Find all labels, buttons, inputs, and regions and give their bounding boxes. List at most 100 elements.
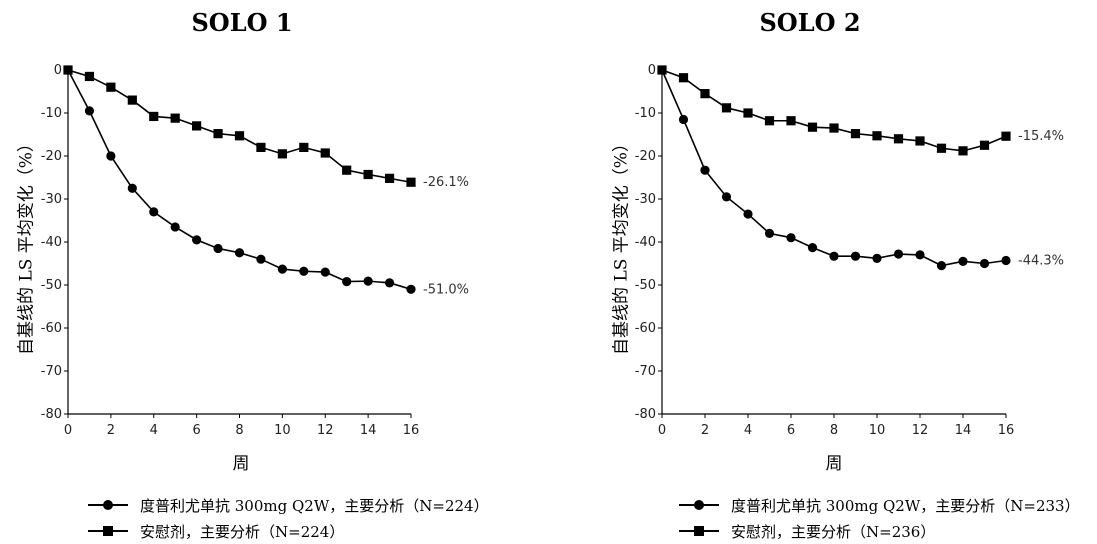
- legend-label: 安慰剂，主要分析（N=236）: [731, 522, 936, 541]
- data-point-square: [893, 134, 904, 144]
- data-point-square: [406, 177, 416, 187]
- chart-title: SOLO 1: [191, 8, 293, 37]
- x-tick-label: 2: [701, 423, 709, 438]
- data-point-circle: [84, 106, 95, 116]
- legend-label: 度普利尤单抗 300mg Q2W，主要分析（N=233）: [731, 496, 1080, 515]
- data-point-circle: [320, 267, 330, 277]
- data-point-circle: [721, 192, 732, 202]
- data-point-square: [384, 173, 395, 183]
- data-point-circle: [384, 278, 395, 288]
- legend: 度普利尤单抗 300mg Q2W，主要分析（N=224） 安慰剂，主要分析（N=…: [88, 492, 489, 544]
- data-point-square: [657, 65, 667, 75]
- x-tick-label: 6: [192, 423, 200, 438]
- square-marker-icon: [88, 526, 128, 536]
- data-point-circle: [1001, 255, 1011, 266]
- circle-marker-icon: [88, 500, 128, 510]
- y-tick-label: -30: [41, 192, 62, 207]
- x-tick-label: 6: [787, 423, 795, 438]
- chart-title: SOLO 2: [759, 8, 861, 37]
- x-tick-label: 4: [744, 423, 752, 438]
- legend-label: 度普利尤单抗 300mg Q2W，主要分析（N=224）: [140, 496, 489, 515]
- data-point-square: [234, 131, 245, 141]
- x-tick-label: 14: [955, 423, 972, 438]
- data-point-square: [915, 136, 925, 146]
- x-axis-label: 周: [825, 454, 843, 474]
- data-point-circle: [915, 250, 925, 260]
- data-point-circle: [149, 207, 159, 217]
- data-point-circle: [893, 249, 904, 259]
- data-point-square: [850, 129, 861, 139]
- data-point-circle: [936, 261, 947, 271]
- end-value-label: -51.0%: [423, 282, 469, 297]
- x-tick-label: 10: [869, 423, 886, 438]
- data-point-circle: [850, 251, 861, 261]
- data-point-square: [170, 113, 180, 123]
- y-tick-label: -70: [41, 364, 62, 379]
- x-axis-label: 周: [232, 454, 250, 474]
- y-tick-label: -50: [635, 278, 656, 293]
- data-point-square: [256, 142, 266, 152]
- data-point-square: [807, 122, 818, 132]
- data-point-circle: [106, 151, 116, 161]
- data-point-circle: [127, 183, 137, 193]
- data-point-circle: [256, 254, 266, 264]
- y-tick-label: -20: [635, 149, 656, 164]
- data-point-circle: [979, 258, 990, 269]
- data-point-square: [700, 89, 710, 99]
- x-tick-label: 0: [64, 423, 72, 438]
- data-point-square: [149, 111, 159, 122]
- y-tick-label: 0: [648, 63, 656, 78]
- y-tick-label: -80: [635, 407, 656, 422]
- x-tick-label: 12: [317, 423, 334, 438]
- data-point-square: [678, 73, 689, 83]
- data-point-circle: [700, 165, 710, 175]
- data-point-circle: [213, 243, 223, 254]
- data-point-square: [192, 121, 202, 131]
- y-tick-label: 0: [54, 63, 62, 78]
- data-point-square: [106, 82, 116, 92]
- y-tick-label: -40: [635, 235, 656, 250]
- series-line-square: [661, 69, 1007, 152]
- data-point-square: [213, 129, 223, 139]
- data-point-square: [829, 123, 839, 133]
- data-point-circle: [829, 251, 839, 261]
- data-point-square: [872, 131, 882, 141]
- data-point-circle: [743, 209, 753, 219]
- data-point-circle: [363, 276, 373, 286]
- y-tick-label: -60: [635, 321, 656, 336]
- x-tick-label: 8: [235, 423, 243, 438]
- y-tick-label: -70: [635, 364, 656, 379]
- y-axis-label: 自基线的 LS 平均变化（%）: [16, 135, 37, 355]
- data-point-square: [299, 142, 309, 152]
- data-point-square: [363, 169, 373, 180]
- y-tick-label: -60: [41, 321, 62, 336]
- end-value-label: -15.4%: [1018, 129, 1064, 144]
- x-tick-label: 10: [274, 423, 291, 438]
- plot-area: 0-10-20-30-40-50-60-70-800 2 4 6 8 10 12 14 16-5…: [41, 63, 469, 438]
- x-tick-label: 4: [150, 423, 158, 438]
- data-point-circle: [170, 222, 180, 232]
- data-point-square: [721, 103, 732, 113]
- x-tick-label: 0: [658, 423, 666, 438]
- y-tick-label: -40: [41, 235, 62, 250]
- data-point-square: [1001, 131, 1011, 141]
- data-point-circle: [299, 266, 309, 276]
- y-tick-label: -10: [635, 106, 656, 121]
- plot-area: 0-10-20-30-40-50-60-70-800 2 4 6 8 10 12 14 16-4…: [635, 63, 1064, 438]
- x-tick-label: 12: [912, 423, 929, 438]
- data-point-square: [342, 165, 352, 175]
- x-tick-label: 16: [403, 423, 420, 438]
- y-tick-label: -80: [41, 407, 62, 422]
- x-tick-label: 14: [360, 423, 377, 438]
- data-point-square: [979, 140, 990, 150]
- end-value-label: -26.1%: [423, 175, 469, 190]
- data-point-circle: [807, 242, 818, 253]
- x-tick-label: 16: [998, 423, 1015, 438]
- square-marker-icon: [679, 526, 719, 536]
- legend-item-dupilumab: 度普利尤单抗 300mg Q2W，主要分析（N=224）: [88, 492, 489, 518]
- data-point-square: [320, 148, 330, 158]
- data-point-circle: [277, 264, 287, 274]
- data-point-square: [743, 108, 753, 118]
- legend-label: 安慰剂，主要分析（N=224）: [140, 522, 345, 541]
- y-tick-label: -30: [635, 192, 656, 207]
